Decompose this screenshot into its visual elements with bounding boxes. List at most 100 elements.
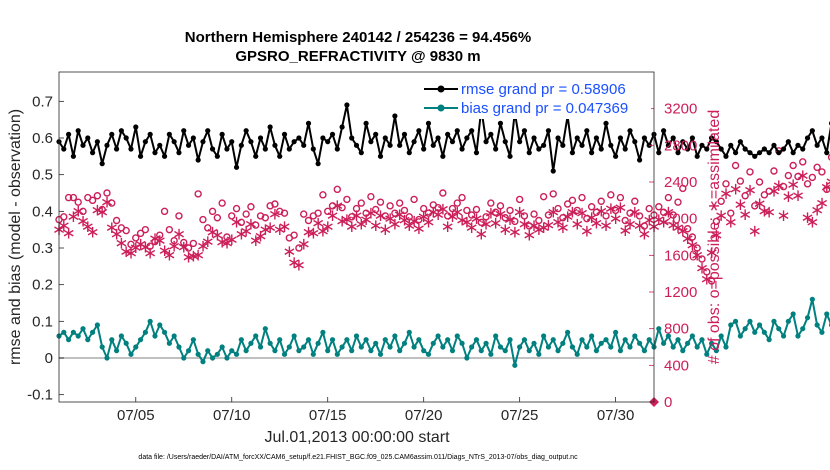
rmse-point: [785, 139, 791, 145]
possible-obs-point: [386, 202, 394, 210]
bias-point: [800, 326, 806, 332]
rmse-point: [699, 142, 705, 148]
rmse-point: [425, 120, 432, 126]
assimilated-obs-point: ∗: [498, 220, 512, 240]
assimilated-obs-point: ∗: [369, 216, 383, 236]
possible-obs-point: [261, 214, 270, 222]
assimilated-obs-point: ∗: [119, 242, 133, 262]
assimilated-obs-point: ∗: [441, 217, 455, 237]
rmse-point: [243, 128, 249, 134]
rmse-point: [310, 146, 316, 152]
rmse-point: [171, 139, 177, 145]
series-rmse: [56, 102, 830, 174]
assimilated-obs-point: ∗: [537, 218, 551, 238]
x-tick-label: 07/30: [597, 407, 635, 424]
possible-obs-point: [587, 203, 596, 211]
assimilated-obs-point: ∗: [781, 187, 795, 207]
assimilated-obs-point: ∗: [215, 233, 229, 253]
rmse-point: [401, 131, 408, 137]
assimilated-obs-point: ∗: [460, 213, 474, 233]
rmse-point: [723, 153, 729, 159]
rmse-point: [804, 135, 811, 141]
bias-point: [137, 337, 144, 343]
rmse-point: [161, 153, 168, 159]
possible-obs-point: [290, 231, 298, 239]
rmse-point: [358, 150, 364, 156]
possible-obs-point: [333, 185, 342, 194]
assimilated-obs-point: ∗: [532, 220, 546, 240]
bias-point: [262, 326, 268, 332]
rmse-point: [680, 139, 686, 145]
bias-point: [334, 351, 340, 357]
possible-obs-point: [731, 161, 740, 170]
rmse-point: [315, 161, 321, 167]
possible-obs-point: [491, 208, 500, 216]
assimilated-obs-point: ∗: [575, 203, 589, 223]
possible-obs-point: [770, 167, 778, 175]
possible-obs-point: [506, 206, 514, 215]
rmse-point: [637, 157, 643, 163]
bias-point: [435, 333, 441, 339]
rmse-point: [665, 142, 671, 148]
bias-point: [152, 333, 158, 339]
possible-obs-point: [93, 192, 102, 200]
possible-obs-point: [180, 238, 188, 247]
possible-obs-point: [458, 193, 466, 202]
possible-obs-point: [784, 171, 793, 180]
assimilated-obs-point: ∗: [752, 194, 766, 214]
bias-point: [200, 359, 206, 365]
y2-tick-label: 800: [664, 321, 689, 338]
rmse-point: [800, 146, 806, 152]
assimilated-obs-point: ∗: [292, 256, 306, 276]
assimilated-obs-point: ∗: [297, 235, 311, 255]
x-tick-label: 07/10: [213, 407, 251, 424]
possible-obs-point: [424, 209, 433, 217]
assimilated-obs-point: ∗: [522, 225, 536, 245]
assimilated-obs-point: ∗: [311, 213, 325, 233]
rmse-point: [229, 139, 235, 145]
assimilated-obs-point: ∗: [810, 201, 824, 221]
assimilated-obs-point: ∗: [81, 217, 95, 237]
assimilated-obs-point: ∗: [321, 217, 335, 237]
assimilated-obs-point: ∗: [632, 216, 646, 236]
possible-obs-point: [712, 217, 721, 226]
rmse-point: [488, 131, 494, 137]
y-tick-label: 0.3: [32, 240, 53, 257]
bias-point: [344, 337, 350, 343]
assimilated-obs-point: ∗: [637, 224, 651, 244]
rmse-point: [133, 124, 139, 130]
assimilated-obs-point: ∗: [196, 236, 210, 256]
rmse-point: [569, 150, 576, 156]
bias-point: [238, 337, 244, 343]
assimilated-obs-point: ∗: [57, 216, 71, 236]
rmse-point: [219, 131, 225, 137]
rmse-point: [579, 142, 585, 148]
bias-point: [641, 348, 648, 354]
bias-point: [488, 351, 494, 357]
possible-obs-point: [439, 189, 447, 197]
assimilated-obs-point: ∗: [580, 222, 594, 242]
bias-point: [766, 337, 772, 343]
possible-obs-point: [141, 225, 150, 234]
rmse-point: [286, 146, 292, 152]
possible-obs-point: [530, 210, 538, 218]
rmse-point: [339, 124, 345, 130]
y-tick-label: 0.4: [32, 203, 53, 220]
assimilated-obs-point: ∗: [191, 246, 205, 266]
assimilated-obs-point: ∗: [805, 213, 819, 233]
rmse-point: [756, 150, 763, 156]
bias-point: [704, 351, 710, 357]
rmse-point: [349, 135, 355, 141]
assimilated-obs-point: ∗: [177, 237, 191, 257]
possible-obs-point: [208, 207, 217, 216]
x-tick-label: 07/20: [405, 407, 443, 424]
assimilated-obs-point: ∗: [148, 229, 162, 249]
bias-point: [214, 351, 220, 357]
assimilated-obs-point: ∗: [249, 231, 263, 251]
y2-tick-label: 3200: [664, 101, 697, 118]
bias-point: [637, 340, 643, 346]
bias-point: [536, 351, 542, 357]
possible-obs-point: [539, 192, 548, 201]
possible-obs-point: [74, 198, 82, 206]
assimilated-obs-point: ∗: [767, 181, 781, 201]
